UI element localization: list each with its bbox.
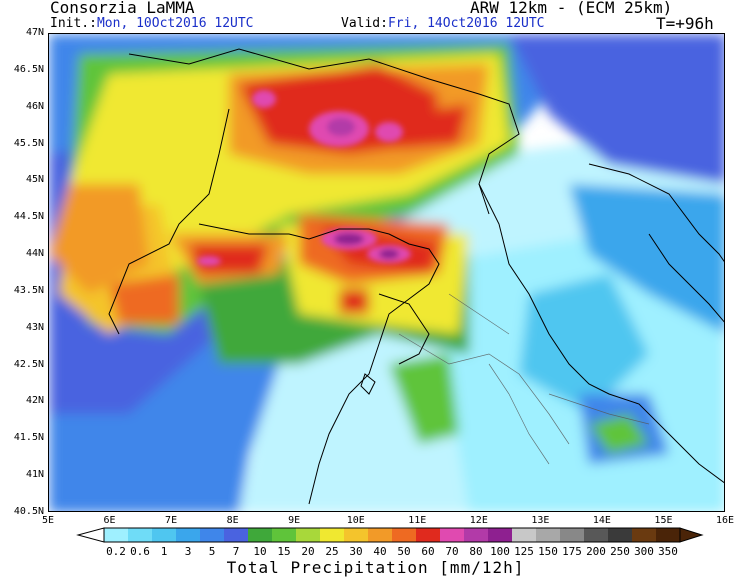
longitude-tick-label: 16E [715,515,735,526]
init-label: Init.: [50,16,97,31]
longitude-tick-label: 6E [103,515,116,526]
latitude-tick-label: 46.5N [13,63,44,75]
latitude-tick-label: 42N [25,395,44,407]
colorbar-swatch [584,528,609,542]
colorbar-level-label: 60 [421,545,435,558]
colorbar-level-label: 200 [586,545,606,558]
precipitation-field [49,34,724,511]
colorbar-swatch [440,528,465,542]
colorbar-title: Total Precipitation [mm/12h] [226,558,525,577]
colorbar-level-label: 10 [253,545,267,558]
colorbar-level-label: 30 [349,545,363,558]
colorbar-low-arrow [76,527,105,543]
valid-value: Fri, 14Oct2016 12UTC [387,16,545,31]
colorbar-level-label: 70 [445,545,459,558]
model-title: ARW 12km - (ECM 25km) [470,0,673,17]
colorbar-swatch [656,528,681,542]
colorbar-level-label: 150 [538,545,558,558]
colorbar-level-label: 20 [301,545,315,558]
longitude-tick-label: 10E [346,515,365,526]
colorbar-swatch [536,528,561,542]
longitude-tick-label: 7E [165,515,178,526]
colorbar-swatch [464,528,489,542]
longitude-tick-label: 12E [469,515,488,526]
colorbar-level-label: 0.2 [106,545,126,558]
colorbar-level-label: 15 [277,545,291,558]
longitude-tick-label: 14E [592,515,611,526]
producer-title: Consorzia LaMMA [50,0,195,17]
latitude-tick-label: 44N [25,248,44,260]
longitude-tick-label: 5E [41,515,55,526]
colorbar-swatch [152,528,177,542]
colorbar-swatch [320,528,345,542]
colorbar-swatch [488,528,513,542]
colorbar-swatch [296,528,321,542]
latitude-tick-label: 46N [25,100,44,112]
latitude-tick-label: 43.5N [13,284,44,296]
colorbar-level-label: 100 [490,545,510,558]
latitude-tick-label: 45N [25,174,44,186]
valid-label: Valid: [341,16,388,31]
longitude-tick-label: 11E [408,515,427,526]
precipitation-map [48,33,725,512]
latitude-tick-label: 45.5N [13,137,44,149]
colorbar-swatch [224,528,249,542]
colorbar-swatch [272,528,297,542]
latitude-tick-label: 41.5N [13,432,44,444]
colorbar-swatch [200,528,225,542]
colorbar-swatch [248,528,273,542]
colorbar-level-label: 7 [232,545,240,558]
colorbar-swatch [344,528,369,542]
colorbar-level-label: 40 [373,545,387,558]
init-time: Init.:Mon, 10Oct2016 12UTC [50,16,254,31]
longitude-tick-label: 8E [226,515,239,526]
colorbar-level-label: 3 [184,545,192,558]
colorbar-level-label: 125 [514,545,534,558]
colorbar-level-label: 1 [160,545,168,558]
longitude-tick-label: 13E [531,515,550,526]
colorbar-swatch [560,528,585,542]
colorbar-level-label: 350 [658,545,678,558]
lead-time: T=+96h [656,14,714,33]
colorbar-level-label: 5 [208,545,216,558]
colorbar-swatch [392,528,417,542]
latitude-tick-label: 47N [25,27,44,38]
colorbar-level-label: 0.6 [130,545,150,558]
longitude-tick-label: 9E [288,515,301,526]
longitude-tick-label: 15E [654,515,673,526]
latitude-tick-label: 41N [25,469,44,481]
colorbar-swatch [512,528,537,542]
colorbar-swatch [176,528,201,542]
colorbar-swatch [104,528,129,542]
colorbar-level-label: 175 [562,545,582,558]
precipitation-colorbar [76,527,704,543]
latitude-tick-label: 40.5N [13,506,44,517]
valid-time: Valid:Fri, 14Oct2016 12UTC [341,16,545,31]
colorbar-level-label: 50 [397,545,411,558]
init-value: Mon, 10Oct2016 12UTC [96,16,254,31]
colorbar-level-label: 80 [469,545,483,558]
colorbar-swatch [368,528,393,542]
colorbar-level-label: 25 [325,545,339,558]
colorbar-level-label: 300 [634,545,654,558]
latitude-tick-label: 44.5N [13,211,44,223]
colorbar-swatch [416,528,441,542]
latitude-tick-label: 43N [25,321,44,333]
colorbar-high-arrow [679,527,704,543]
colorbar-level-label: 250 [610,545,630,558]
colorbar-swatch [608,528,633,542]
colorbar-swatch [632,528,657,542]
colorbar-swatch [128,528,153,542]
latitude-tick-label: 42.5N [13,358,44,370]
